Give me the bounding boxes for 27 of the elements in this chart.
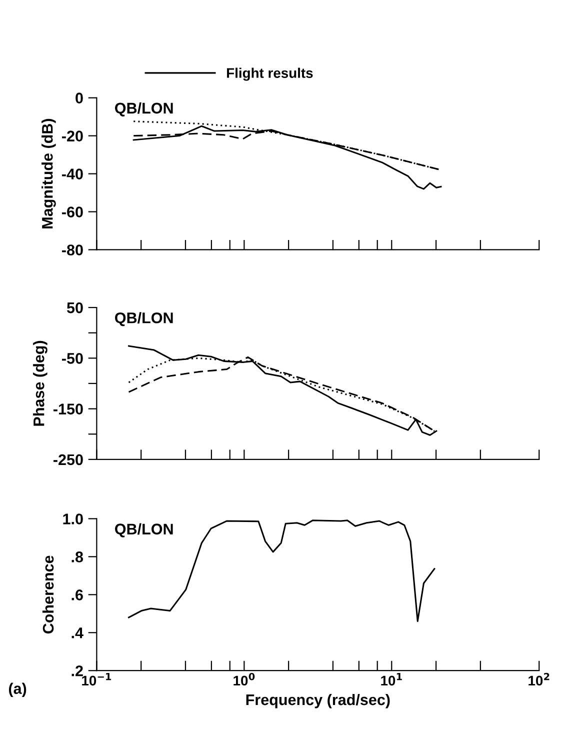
y-tick-label: .2 — [72, 665, 83, 676]
annotation: QB/LON — [115, 523, 173, 538]
legend-label: Flight results — [227, 68, 313, 81]
y-tick-label: .6 — [72, 590, 83, 600]
y-tick-label: 0 — [76, 92, 83, 104]
y-axis-title: Magnitude (dB) — [42, 118, 56, 228]
y-tick-label: 50 — [66, 302, 83, 314]
x-tick-label: 10$^{2}$ — [528, 672, 550, 686]
y-tick-label: -150 — [54, 404, 83, 414]
annotation: QB/LON — [115, 312, 173, 326]
text: (a) — [8, 682, 26, 697]
y-tick-label: 1.0 — [63, 514, 83, 524]
x-tick-label: 10$^{−1}$ — [82, 673, 112, 686]
y-tick-label: -50 — [62, 353, 83, 364]
y-tick-label: -40 — [62, 168, 83, 180]
y-axis-title: Phase (deg) — [33, 340, 48, 426]
y-tick-label: -20 — [62, 130, 83, 142]
y-axis-title: Coherence — [42, 556, 54, 634]
y-tick-label: -60 — [62, 206, 83, 218]
y-tick-label: .8 — [72, 552, 84, 562]
x-tick-label: 10$^{0}$ — [234, 672, 255, 686]
x-tick-label: 10$^{1}$ — [381, 673, 402, 686]
y-tick-label: .4 — [72, 628, 84, 638]
annotation: QB/LON — [115, 102, 173, 116]
y-tick-label: -80 — [62, 244, 83, 256]
y-tick-label: -250 — [54, 454, 83, 466]
x-axis-title: Frequency (rad/sec) — [246, 694, 390, 708]
